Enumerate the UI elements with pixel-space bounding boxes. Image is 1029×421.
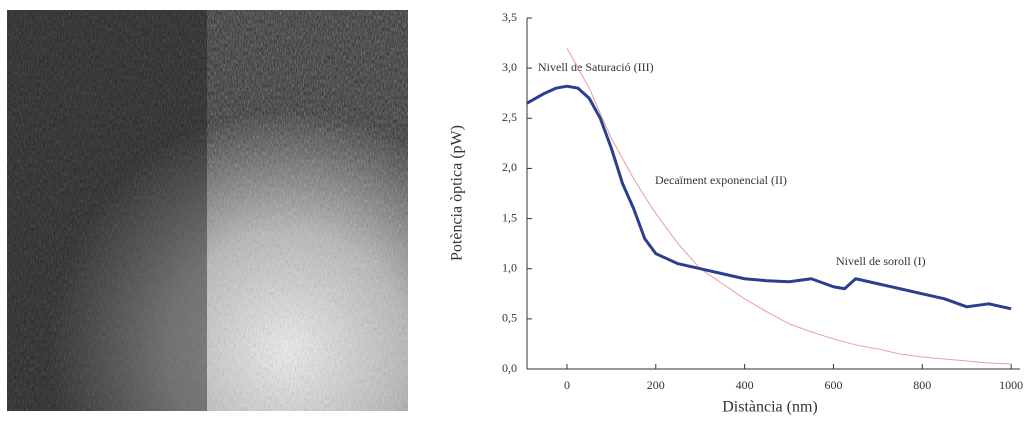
annotation: Decaïment exponencial (II) [655, 173, 787, 187]
y-tick-label: 3,0 [502, 60, 517, 74]
x-tick-label: 800 [913, 378, 931, 392]
x-tick-label: 1000 [999, 378, 1023, 392]
y-tick-label: 2,5 [502, 110, 517, 124]
y-tick-label: 0,5 [502, 311, 517, 325]
y-axis-label: Potència òptica (pW) [449, 125, 466, 261]
x-axis-label: Distància (nm) [722, 399, 818, 416]
annotation: Nivell de soroll (I) [836, 254, 926, 268]
series-line [566, 47, 1012, 365]
annotation: Nivell de Saturació (III) [538, 60, 654, 74]
y-tick-label: 1,5 [502, 210, 517, 224]
x-tick-label: 600 [824, 378, 842, 392]
y-tick-label: 0,0 [502, 361, 517, 375]
series-line [526, 84, 1012, 311]
x-tick-label: 400 [736, 378, 754, 392]
microscope-image [7, 10, 408, 411]
y-tick-label: 2,0 [502, 160, 517, 174]
x-tick-label: 0 [564, 378, 570, 392]
y-tick-label: 1,0 [502, 260, 517, 274]
x-tick-label: 200 [647, 378, 665, 392]
y-tick-label: 3,5 [502, 10, 517, 24]
